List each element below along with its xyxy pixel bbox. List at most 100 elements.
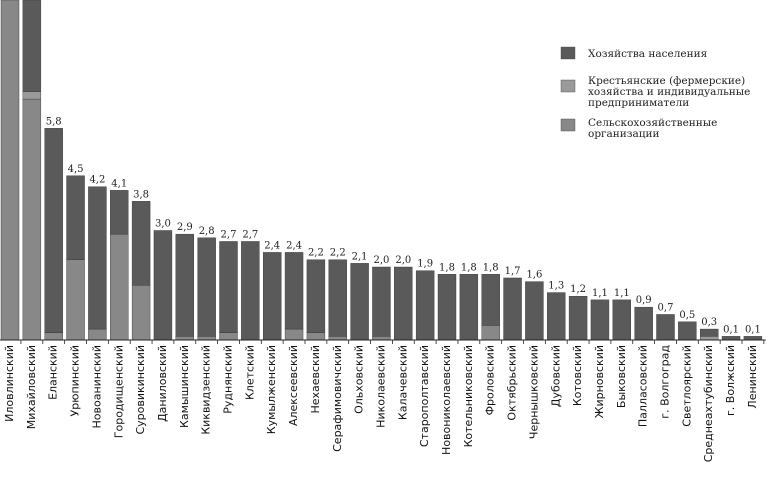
bar-segment — [22, 91, 42, 100]
value-label: 2,0 — [373, 255, 389, 266]
legend-label-farmers-line2: хозяйства и индивидуальные — [588, 86, 750, 98]
category-label: Старополтавский — [418, 345, 431, 447]
bar-segment — [372, 336, 391, 341]
bar-segment — [306, 332, 326, 341]
category-label: Быковский — [615, 345, 628, 408]
bar-segment — [22, 0, 42, 93]
value-label: 1,8 — [483, 262, 499, 273]
value-label: 2,9 — [177, 222, 193, 233]
bar-segment — [481, 274, 500, 326]
value-label: 5,8 — [46, 116, 62, 127]
bar-segment — [219, 332, 238, 341]
category-label: Клетский — [243, 345, 256, 400]
value-label: 0,1 — [745, 324, 761, 335]
bar-segment — [44, 332, 63, 341]
bar-segment — [328, 336, 347, 341]
value-label: 1,1 — [592, 288, 608, 299]
category-label: г. Волгоград — [659, 345, 672, 419]
bar-segment — [590, 299, 610, 341]
category-label: Даниловский — [156, 345, 169, 422]
bar-segment — [394, 266, 413, 341]
category-label: Котовский — [571, 345, 584, 406]
category-label: Палласовский — [637, 345, 650, 427]
bar-segment — [678, 321, 697, 341]
category-label: Новоанинский — [90, 345, 103, 428]
category-label: Октябрьский — [506, 345, 519, 421]
category-label: Чернышковский — [527, 345, 540, 439]
bar-segment — [503, 277, 522, 341]
bar-segment — [110, 190, 129, 235]
x-ticks-group — [20, 340, 765, 344]
bar-segment — [263, 252, 282, 341]
value-label: 0,7 — [658, 302, 674, 313]
bar-segment — [328, 259, 347, 337]
bar-segment — [153, 230, 173, 341]
legend-label-organizations-line2: организации — [588, 128, 660, 140]
value-label: 2,4 — [286, 240, 302, 251]
value-label: 2,7 — [221, 229, 237, 240]
category-label: Новониколаевский — [440, 345, 453, 455]
category-label: Городищенский — [112, 345, 125, 438]
legend-swatch-organizations — [560, 118, 576, 132]
value-label: 2,8 — [199, 226, 215, 237]
bar-segment — [219, 241, 238, 333]
category-label: Ольховский — [353, 345, 366, 414]
category-label: Среднеахтубинский — [702, 345, 715, 462]
category-label: Ленинский — [746, 345, 759, 409]
value-label: 1,6 — [526, 270, 542, 281]
bar-segment — [284, 252, 304, 330]
bars-group — [0, 0, 763, 341]
bar-segment — [568, 296, 588, 341]
value-label: 2,2 — [308, 248, 324, 259]
value-label: 1,1 — [614, 288, 630, 299]
value-label: 4,1 — [111, 178, 127, 189]
legend-label-farmers-line3: предприниматели — [588, 97, 689, 109]
bar-segment — [22, 98, 42, 341]
category-label: Киквидзенский — [200, 345, 213, 435]
category-label: Алексеевский — [287, 345, 300, 426]
bar-segment — [131, 201, 151, 286]
value-label: 2,2 — [330, 248, 346, 259]
value-label: 1,8 — [461, 262, 477, 273]
value-label: 4,5 — [68, 164, 84, 175]
legend-swatch-farmers — [560, 79, 576, 93]
bar-segment — [88, 186, 107, 330]
bar-segment — [700, 336, 719, 341]
bar-segment — [284, 328, 304, 341]
bar-segment — [0, 0, 20, 341]
bar-segment — [656, 314, 675, 341]
category-label: Урюпинский — [69, 345, 82, 416]
category-label: Камышинский — [178, 345, 191, 428]
bar-segment — [88, 328, 107, 341]
category-label: Руднянский — [222, 345, 235, 414]
value-label: 3,0 — [155, 219, 171, 230]
bar-segment — [66, 175, 85, 260]
value-label: 1,3 — [548, 281, 564, 292]
value-label: 0,3 — [701, 317, 717, 328]
legend-label-households: Хозяйства населения — [588, 48, 708, 60]
bar-segment — [197, 336, 216, 341]
category-label: Нехаевский — [309, 345, 322, 414]
value-label: 0,1 — [723, 324, 739, 335]
legend-label-organizations: Сельскохозяйственные — [588, 117, 717, 129]
value-label: 2,7 — [242, 229, 258, 240]
bar-segment — [437, 274, 457, 341]
legend-label-farmers: Крестьянские (фермерские) — [588, 75, 745, 87]
bar-segment — [612, 299, 631, 341]
bar-segment — [44, 128, 63, 333]
bar-segment — [110, 233, 129, 341]
bar-segment — [547, 292, 566, 341]
category-label: Серафимовичский — [331, 345, 344, 452]
value-label: 1,2 — [570, 284, 586, 295]
value-label: 1,9 — [417, 259, 433, 270]
category-labels-group: Иловлинский Михайловский Еланский Урюпински… — [3, 345, 759, 463]
category-label: Калачевский — [396, 345, 409, 420]
value-label: 4,2 — [89, 175, 105, 186]
legend: Хозяйства населения Крестьянские (фермер… — [560, 46, 750, 140]
value-label: 2,0 — [395, 255, 411, 266]
bar-segment — [175, 336, 195, 341]
legend-swatch-households — [560, 46, 576, 60]
category-label: Кумылженский — [265, 345, 278, 434]
value-label: 2,4 — [264, 240, 280, 251]
